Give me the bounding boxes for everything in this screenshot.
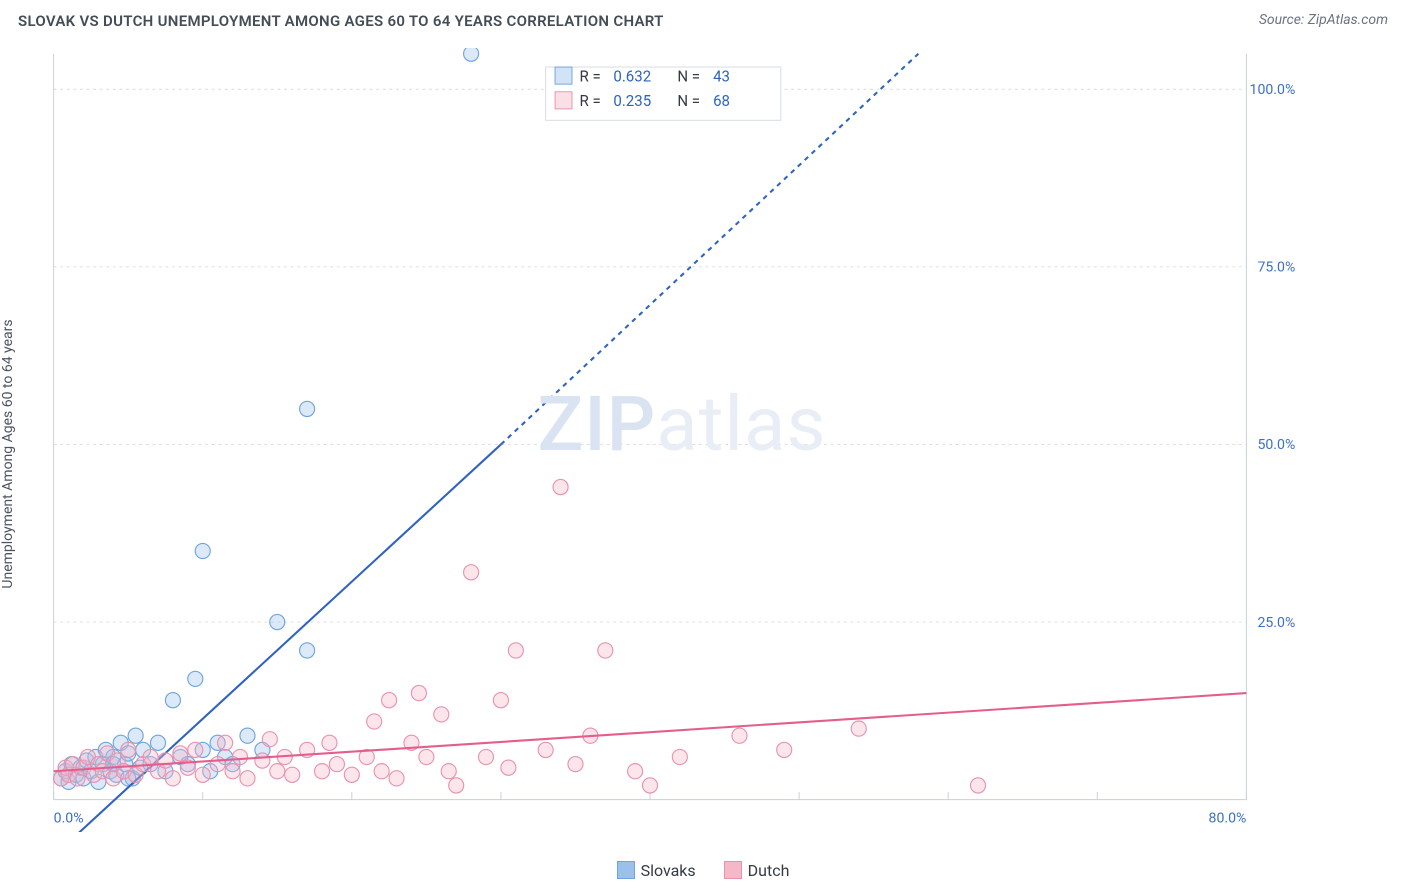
svg-text:68: 68 (713, 92, 730, 110)
svg-text:0.235: 0.235 (613, 92, 651, 110)
svg-text:25.0%: 25.0% (1257, 615, 1295, 631)
legend-label: Slovaks (641, 861, 696, 880)
chart-source: Source: ZipAtlas.com (1259, 12, 1388, 30)
svg-text:50.0%: 50.0% (1257, 437, 1295, 453)
svg-text:100.0%: 100.0% (1250, 82, 1296, 98)
chart-title: SLOVAK VS DUTCH UNEMPLOYMENT AMONG AGES … (18, 12, 664, 30)
svg-text:0.632: 0.632 (613, 67, 651, 85)
svg-text:43: 43 (713, 67, 730, 85)
legend-item: Slovaks (617, 861, 696, 880)
svg-text:0.0%: 0.0% (54, 810, 84, 826)
legend-swatch (617, 861, 635, 879)
svg-text:N =: N = (677, 67, 700, 85)
legend-label: Dutch (748, 861, 790, 880)
svg-text:75.0%: 75.0% (1257, 260, 1295, 276)
legend-item: Dutch (724, 861, 790, 880)
y-axis-label: Unemployment Among Ages 60 to 64 years (0, 319, 16, 588)
svg-text:R =: R = (580, 92, 601, 110)
legend-bottom: Slovaks Dutch (0, 861, 1406, 880)
chart-svg: 25.0% 50.0% 75.0% 100.0% 0.0% 80.0% R = 0.632 N … (48, 48, 1316, 832)
svg-text:N =: N = (677, 92, 700, 110)
chart-plot-area: 25.0% 50.0% 75.0% 100.0% 0.0% 80.0% R = 0.632 N … (48, 48, 1316, 832)
svg-text:R =: R = (580, 67, 601, 85)
svg-text:80.0%: 80.0% (1209, 810, 1247, 826)
legend-swatch (724, 861, 742, 879)
